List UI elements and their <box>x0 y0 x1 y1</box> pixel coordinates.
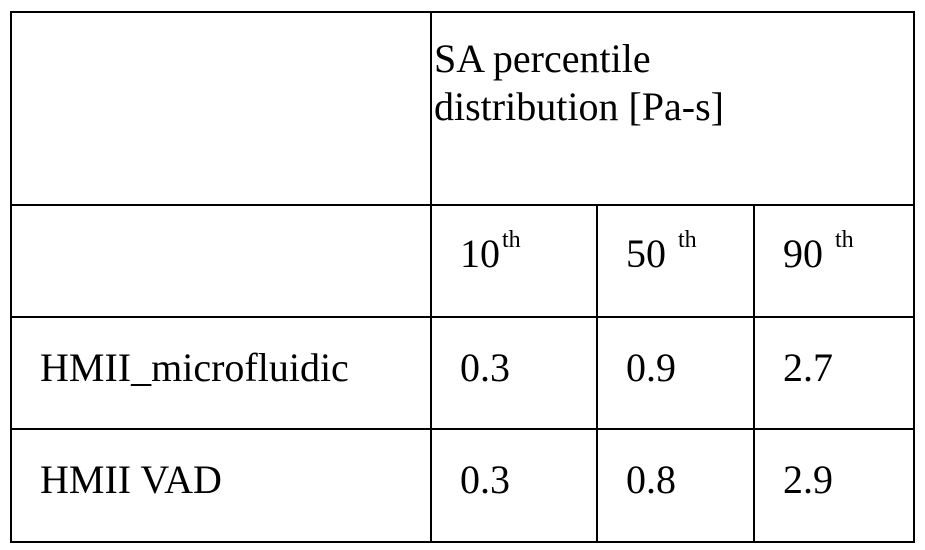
group-header-label: SA percentile distribution [Pa-s] <box>434 36 724 129</box>
table-row: HMII VAD 0.3 0.8 2.9 <box>10 428 915 543</box>
empty-label-cell <box>10 204 432 318</box>
percentile-header-cell: 50 th <box>596 204 755 318</box>
cell-value: 2.9 <box>783 457 833 502</box>
cell-value: 0.3 <box>460 457 510 502</box>
cell-value: 2.7 <box>783 345 833 390</box>
row-label-cell: HMII_microfluidic <box>10 316 432 430</box>
table-row: HMII_microfluidic 0.3 0.9 2.7 <box>10 316 915 430</box>
row-label: HMII_microfluidic <box>40 345 349 390</box>
percentile-header-90: 90 th <box>783 227 854 276</box>
percentile-header-cell: 10th <box>430 204 598 318</box>
percentile-header-10: 10th <box>460 227 521 276</box>
cell-value: 0.3 <box>460 345 510 390</box>
empty-corner-cell <box>10 11 432 206</box>
data-table: SA percentile distribution [Pa-s] 10th 5… <box>10 11 915 543</box>
value-cell: 0.3 <box>430 428 598 543</box>
value-cell: 0.3 <box>430 316 598 430</box>
row-label-cell: HMII VAD <box>10 428 432 543</box>
value-cell: 0.8 <box>596 428 755 543</box>
value-cell: 2.9 <box>753 428 915 543</box>
percentile-header-row: 10th 50 th 90 th <box>10 204 915 318</box>
cell-value: 0.8 <box>626 457 676 502</box>
row-label: HMII VAD <box>40 457 222 502</box>
group-header-row: SA percentile distribution [Pa-s] <box>10 11 915 206</box>
cell-value: 0.9 <box>626 345 676 390</box>
group-header-cell: SA percentile distribution [Pa-s] <box>430 11 915 206</box>
percentile-header-cell: 90 th <box>753 204 915 318</box>
value-cell: 2.7 <box>753 316 915 430</box>
percentile-header-50: 50 th <box>626 227 697 276</box>
value-cell: 0.9 <box>596 316 755 430</box>
